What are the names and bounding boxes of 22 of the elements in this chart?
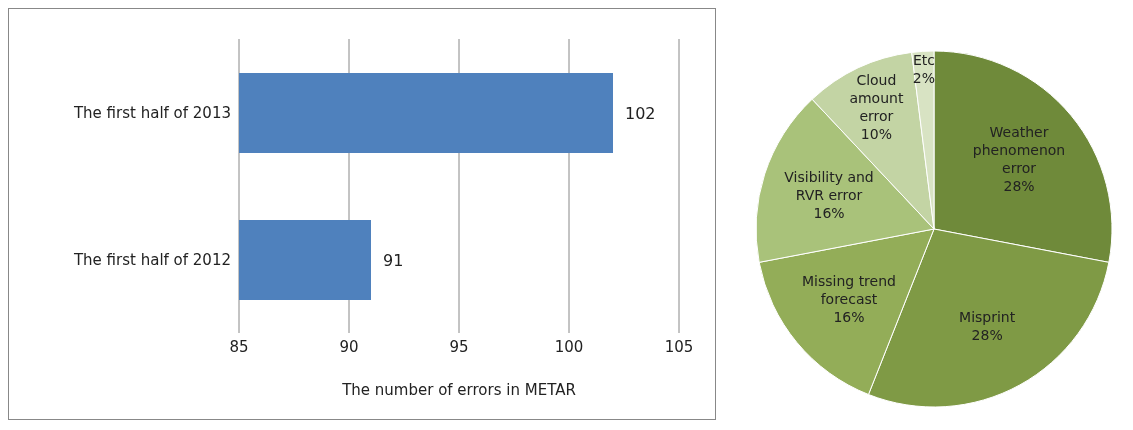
slice-label: Misprint	[959, 308, 1016, 325]
data-label: 28%	[1003, 177, 1035, 194]
slice-label: Visibility and RVR error	[784, 168, 874, 203]
slice-label: Etc	[912, 52, 935, 69]
x-tick-label: 90	[339, 337, 359, 356]
data-label: 28%	[971, 326, 1003, 343]
x-tick-label: 95	[449, 337, 469, 356]
x-tick-label: 105	[664, 337, 694, 356]
data-label: 16%	[833, 309, 865, 326]
data-label: 10%	[860, 125, 892, 142]
x-tick-label: 100	[554, 337, 584, 356]
data-label: 102	[625, 103, 656, 123]
y-tick-label: The first half of 2013	[72, 103, 231, 122]
data-label: 16%	[813, 204, 845, 221]
x-tick-label: 85	[229, 337, 249, 356]
data-label: 91	[383, 250, 404, 270]
data-label: 2%	[912, 70, 936, 87]
slice-label: Weather phenomenon error	[972, 123, 1066, 176]
slice-label: Cloud amount error	[849, 71, 904, 124]
x-axis-title: The number of errors in METAR	[341, 381, 576, 399]
y-tick-label: The first half of 2012	[72, 250, 231, 269]
slice-label: Missing trend forecast	[801, 273, 896, 308]
